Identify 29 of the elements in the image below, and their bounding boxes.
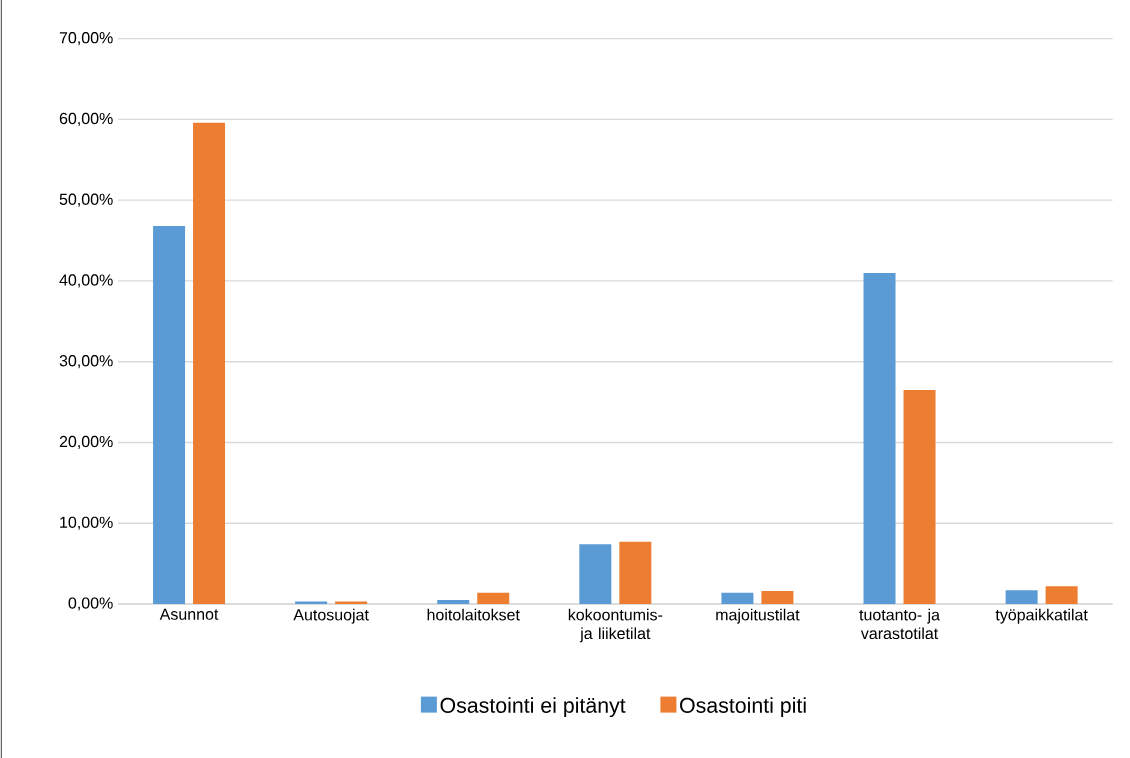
bar — [761, 591, 794, 604]
bar — [863, 272, 896, 604]
bar — [1005, 590, 1038, 604]
bar — [619, 541, 652, 604]
bar — [1045, 586, 1078, 604]
x-tick-label: majoitustilat — [716, 608, 800, 624]
y-tick-label: 70,00% — [59, 32, 113, 46]
bar — [721, 592, 754, 604]
x-tick-label: tuotanto- ja varastotilat — [859, 608, 940, 640]
legend-label: Osastointi piti — [680, 697, 806, 718]
x-tick-label: kokoontumis- ja liiketilat — [568, 608, 663, 643]
legend-label: Osastointi ei pitänyt — [440, 697, 626, 718]
y-tick-label: 20,00% — [59, 435, 113, 450]
y-tick-label: 50,00% — [59, 193, 113, 207]
x-tick-label: Asunnot — [159, 608, 219, 620]
x-tick-label: työpaikkatilat — [995, 608, 1088, 624]
bar — [477, 592, 510, 604]
bar — [579, 544, 612, 604]
y-tick-label: 10,00% — [60, 516, 113, 530]
bar — [903, 389, 936, 604]
bar — [153, 226, 186, 604]
y-tick-label: 40,00% — [59, 274, 113, 288]
bar — [437, 599, 470, 604]
y-tick-label: 0,00% — [68, 597, 113, 611]
bar — [193, 122, 226, 604]
y-tick-label: 30,00% — [59, 355, 113, 369]
x-tick-label: hoitolaitokset — [427, 608, 520, 621]
y-tick-label: 60,00% — [59, 112, 113, 127]
x-tick-label: Autosuojat — [293, 608, 369, 624]
